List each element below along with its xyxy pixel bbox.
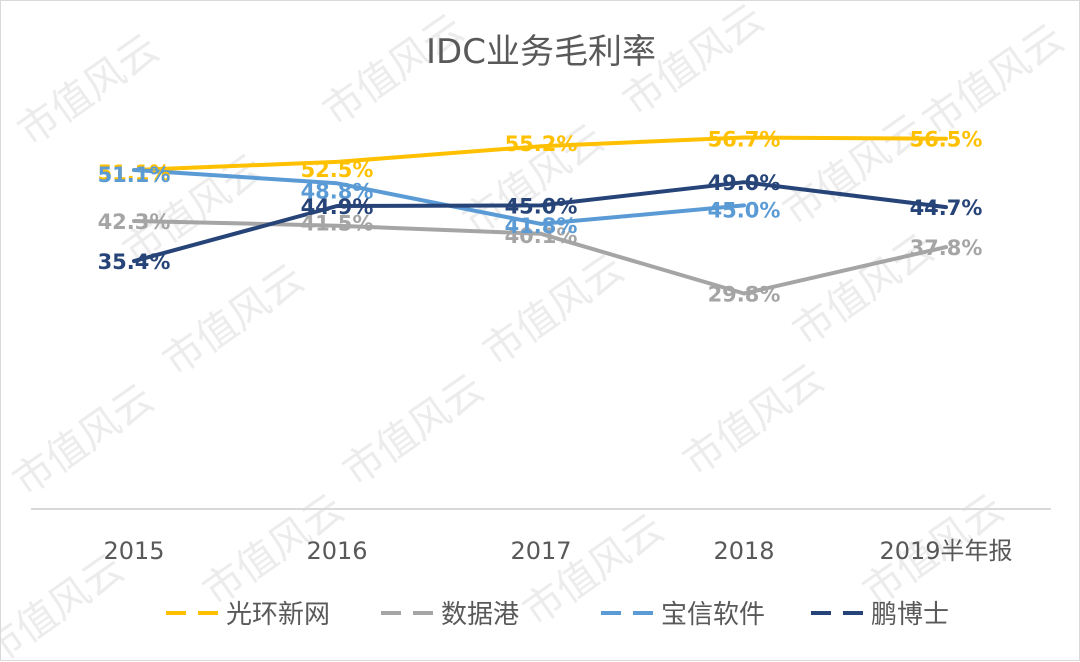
data-label: 44.9%: [301, 195, 374, 219]
legend-label: 光环新网: [226, 600, 330, 630]
data-label: 45.0%: [708, 198, 781, 222]
watermark-text: 市值风云: [915, 16, 1072, 145]
data-label: 48.8%: [301, 179, 374, 203]
data-label: 52.5%: [301, 158, 374, 182]
watermark-text: 市值风云: [515, 506, 672, 635]
data-label: 56.7%: [708, 128, 781, 152]
legend-label: 数据港: [441, 600, 519, 630]
data-labels: 51.1% 52.5% 55.2% 56.7% 56.5% 42.3% 41.5% 40.1%…: [98, 128, 983, 307]
watermark-text: 市值风云: [155, 256, 312, 385]
data-label: 49.0%: [708, 171, 781, 195]
watermark-text: 市值风云: [5, 376, 162, 505]
data-label: 37.8%: [910, 236, 983, 260]
data-label: 45.0%: [505, 194, 578, 218]
data-label: 55.2%: [505, 132, 578, 156]
watermark-text: 市值风云: [335, 366, 492, 495]
legend: 光环新网 数据港 宝信软件 鹏博士: [166, 600, 949, 630]
series-line: [132, 180, 948, 264]
watermark-text: 市值风云: [10, 26, 167, 155]
legend-label: 宝信软件: [661, 600, 765, 630]
x-tick-label: 2015: [103, 537, 164, 565]
data-label: 29.8%: [708, 283, 781, 307]
x-tick-label: 2018: [713, 537, 774, 565]
series-line: [132, 135, 948, 172]
data-label: 41.5%: [301, 212, 374, 236]
data-label: 51.1%: [98, 161, 171, 185]
x-axis-ticks: 2015 2016 2017 2018 2019半年报: [103, 537, 1012, 565]
data-label: 41.8%: [505, 214, 578, 238]
data-label: 40.1%: [505, 224, 578, 248]
x-tick-label: 2019半年报: [879, 537, 1012, 565]
data-label: 35.4%: [98, 250, 171, 274]
data-label: 44.7%: [910, 196, 983, 220]
watermark-text: 市值风云: [675, 356, 832, 485]
series-line: [132, 168, 746, 226]
watermark-text: 市值风云: [475, 246, 632, 375]
x-tick-label: 2016: [306, 537, 367, 565]
data-label: 42.3%: [98, 210, 171, 234]
chart-title: IDC业务毛利率: [426, 32, 656, 72]
legend-label: 鹏博士: [871, 600, 949, 630]
series-lines: [132, 135, 948, 296]
data-label: 56.5%: [910, 128, 983, 152]
x-tick-label: 2017: [510, 537, 571, 565]
data-label: 51.1%: [98, 163, 171, 187]
